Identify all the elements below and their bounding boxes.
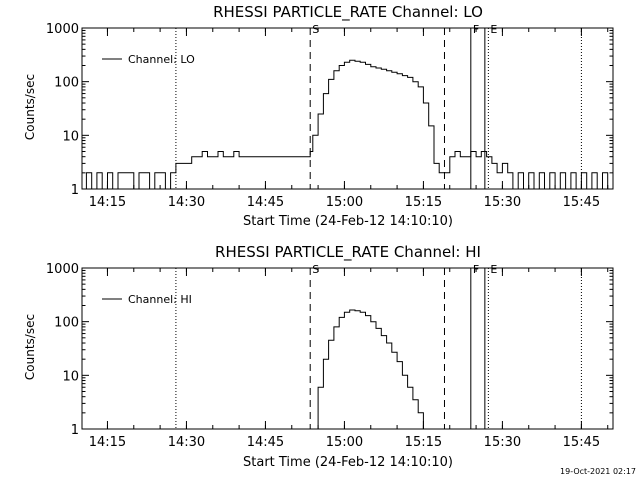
- x-tick-label: 15:45: [563, 435, 600, 450]
- x-tick-label: 14:15: [89, 195, 126, 210]
- x-axis-label: Start Time (24-Feb-12 14:10:10): [243, 214, 453, 229]
- legend-label: Channel: HI: [128, 293, 192, 306]
- event-marker-label: F: [473, 23, 479, 36]
- footer-timestamp: 19-Oct-2021 02:17: [560, 467, 636, 476]
- y-tick-label: 1000: [46, 22, 79, 37]
- event-marker-label: F: [473, 263, 479, 276]
- series-line: [82, 59, 614, 190]
- x-tick-label: 15:30: [484, 195, 521, 210]
- y-tick-label: 100: [54, 76, 79, 91]
- x-tick-label: 15:45: [563, 195, 600, 210]
- plot-frame: [81, 267, 614, 430]
- y-axis-label: Counts/sec: [23, 74, 37, 140]
- x-tick-label: 14:30: [168, 435, 205, 450]
- panel-lo: RHESSI PARTICLE_RATE Channel: LO Counts/…: [23, 3, 614, 229]
- x-tick-label: 14:45: [247, 435, 284, 450]
- x-tick-label: 15:30: [484, 435, 521, 450]
- event-marker-label: E: [490, 263, 497, 276]
- plot-frame: [81, 27, 614, 190]
- panel-hi: RHESSI PARTICLE_RATE Channel: HI Counts/…: [23, 243, 614, 470]
- chart-title: RHESSI PARTICLE_RATE Channel: LO: [213, 3, 483, 22]
- event-marker-label: E: [490, 23, 497, 36]
- x-tick-label: 14:15: [89, 435, 126, 450]
- x-tick-label: 15:15: [405, 195, 442, 210]
- series-line: [312, 309, 424, 430]
- y-tick-label: 1000: [46, 262, 79, 277]
- x-tick-label: 15:15: [405, 435, 442, 450]
- chart-title: RHESSI PARTICLE_RATE Channel: HI: [215, 243, 481, 262]
- x-axis-label: Start Time (24-Feb-12 14:10:10): [243, 455, 453, 470]
- x-tick-label: 14:45: [247, 195, 284, 210]
- y-tick-label: 100: [54, 316, 79, 331]
- y-tick-label: 10: [62, 129, 79, 144]
- x-tick-label: 15:00: [326, 435, 363, 450]
- y-tick-label: 1: [71, 183, 79, 198]
- event-marker-label: S: [312, 23, 319, 36]
- legend-label: Channel: LO: [128, 53, 195, 66]
- y-tick-label: 10: [62, 369, 79, 384]
- x-tick-label: 15:00: [326, 195, 363, 210]
- y-tick-label: 1: [71, 423, 79, 438]
- y-axis-label: Counts/sec: [23, 314, 37, 380]
- x-tick-label: 14:30: [168, 195, 205, 210]
- event-marker-label: S: [312, 263, 319, 276]
